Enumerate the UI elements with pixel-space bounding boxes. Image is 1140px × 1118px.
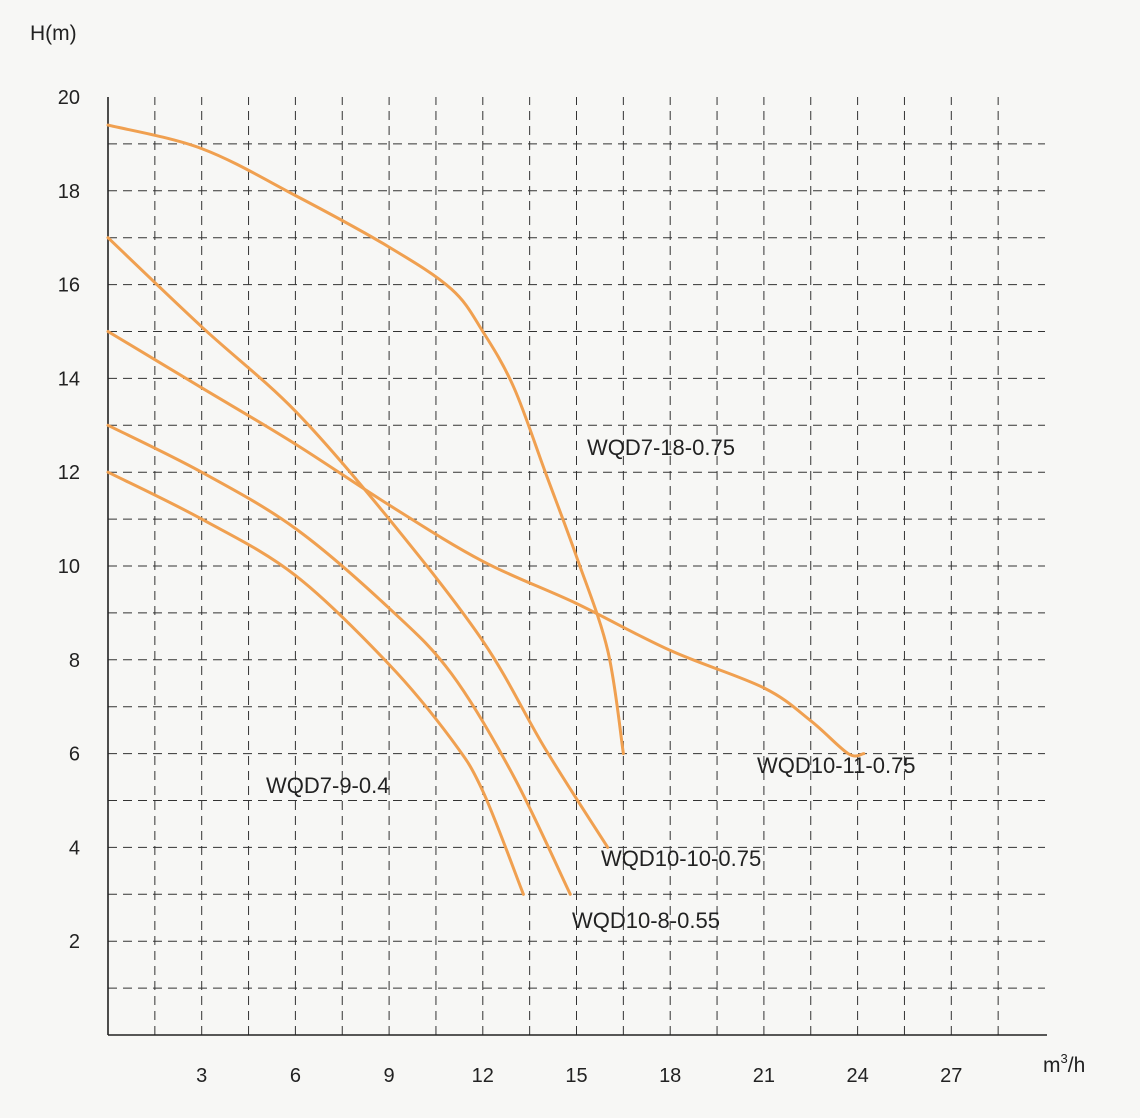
y-tick-label: 8 [69, 650, 80, 672]
curve-wqd10-8-0-55 [106, 423, 572, 896]
x-axis-title-unit: /h [1068, 1054, 1086, 1077]
y-tick-label: 10 [58, 556, 80, 578]
y-tick-label: 4 [69, 837, 80, 859]
curve-label-wqd7-18-0-75: WQD7-18-0.75 [587, 435, 735, 460]
curve-wqd10-10-0-75 [106, 236, 610, 849]
x-axis-title-base: m [1043, 1054, 1061, 1077]
x-tick-label: 18 [659, 1065, 681, 1087]
x-tick-label: 3 [196, 1065, 207, 1087]
y-tick-label: 16 [58, 275, 80, 297]
curve-label-wqd10-8-0-55: WQD10-8-0.55 [572, 908, 720, 933]
curves [106, 123, 866, 896]
y-tick-label: 20 [58, 87, 80, 109]
y-tick-label: 2 [69, 931, 80, 953]
y-tick-label: 6 [69, 744, 80, 766]
curve-label-wqd7-9-0-4: WQD7-9-0.4 [266, 773, 389, 798]
y-axis-title: H(m) [30, 22, 77, 45]
curve-labels: WQD7-18-0.75 WQD10-11-0.75 WQD10-10-0.75 WQ… [266, 435, 916, 933]
curve-label-wqd10-11-0-75: WQD10-11-0.75 [757, 753, 916, 778]
x-axis-title: m3/h [1043, 1051, 1085, 1077]
axes [107, 97, 1047, 1036]
x-axis-title-superscript: 3 [1061, 1051, 1068, 1066]
curve-wqd10-11-0-75 [106, 330, 866, 758]
curve-wqd7-18-0-75 [106, 123, 625, 756]
curve-wqd7-9-0-4 [106, 470, 525, 896]
x-tick-label: 6 [290, 1065, 301, 1087]
x-tick-label: 24 [846, 1065, 868, 1087]
x-tick-label: 15 [565, 1065, 587, 1087]
x-tick-label: 27 [940, 1065, 962, 1087]
x-tick-label: 12 [472, 1065, 494, 1087]
x-tick-label: 21 [753, 1065, 775, 1087]
grid [108, 97, 1045, 1035]
y-tick-label: 14 [58, 368, 80, 390]
curve-label-wqd10-10-0-75: WQD10-10-0.75 [601, 846, 761, 871]
y-tick-label: 12 [58, 462, 80, 484]
y-tick-label: 18 [58, 181, 80, 203]
x-tick-label: 9 [384, 1065, 395, 1087]
